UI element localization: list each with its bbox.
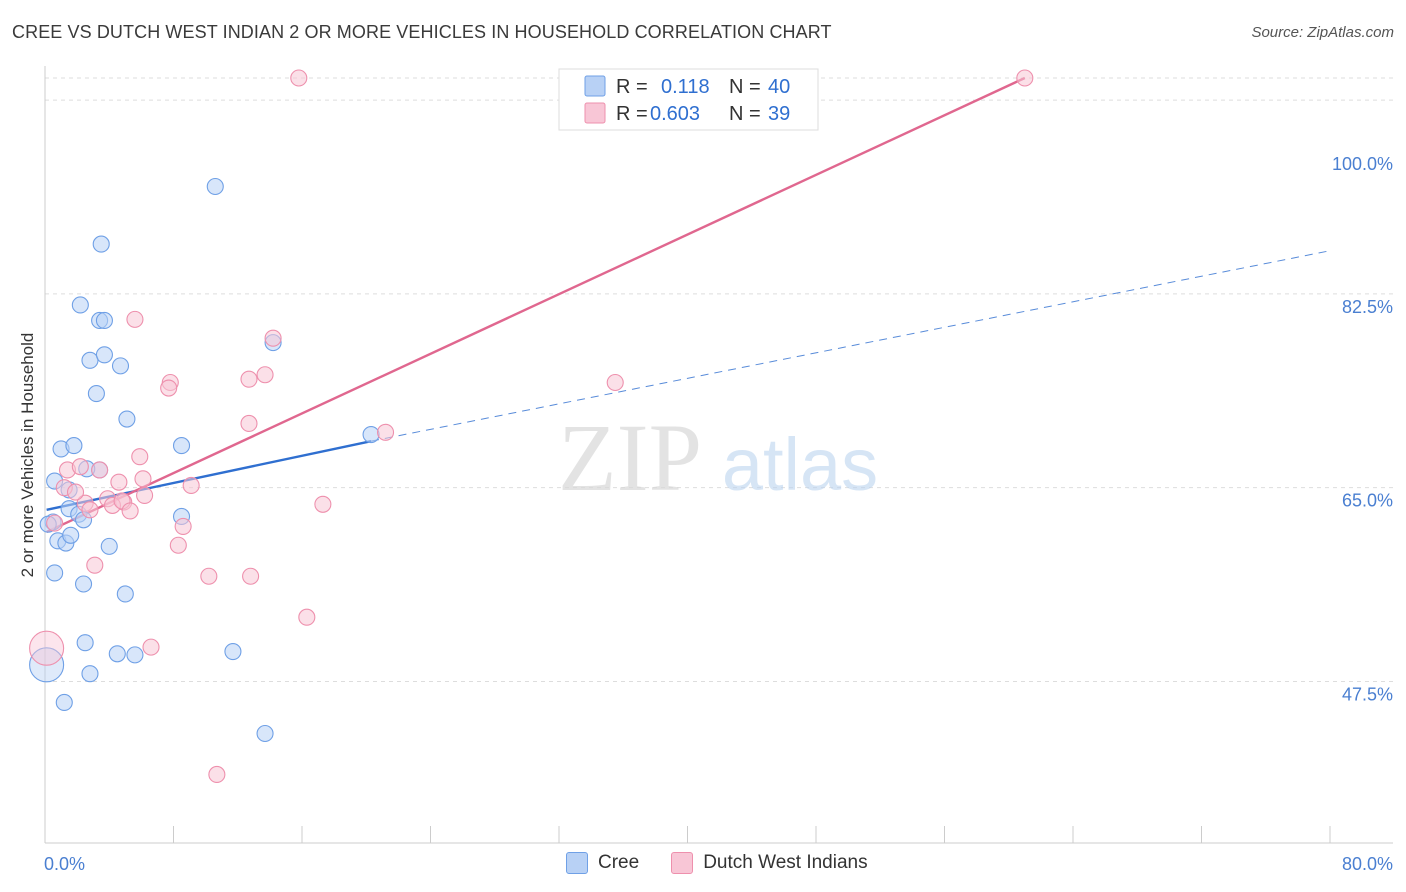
data-point-dutch	[174, 517, 192, 535]
y-tick-label: 82.5%	[1342, 297, 1393, 317]
data-point-cree	[111, 357, 130, 375]
y-axis-tick-labels: 47.5% 65.0% 82.5% 100.0%	[1332, 154, 1393, 705]
data-point-dutch	[110, 473, 128, 491]
legend-swatch-dutch	[584, 102, 606, 124]
bottom-legend-item-dutch: Dutch West Indians	[671, 852, 868, 874]
data-point-cree	[172, 437, 191, 455]
data-point-dutch	[86, 556, 104, 574]
data-point-cree	[108, 645, 126, 663]
data-point-dutch	[242, 567, 260, 585]
source-label: Source: ZipAtlas.com	[1251, 24, 1394, 41]
data-point-cree	[46, 564, 64, 582]
data-point-cree	[362, 425, 380, 444]
data-point-cree	[118, 410, 136, 428]
y-tick-label: 65.0%	[1342, 491, 1393, 511]
data-point-dutch	[298, 608, 316, 626]
bottom-legend-swatch-cree	[566, 852, 588, 874]
data-point-dutch	[256, 366, 274, 384]
data-point-dutch	[160, 379, 178, 397]
data-point-cree	[75, 575, 93, 593]
data-point-cree	[62, 526, 80, 544]
data-point-cree	[87, 385, 105, 403]
data-point-cree	[224, 643, 242, 661]
legend-n-value-dutch: 39	[768, 103, 790, 125]
x-axis-tick-labels: 0.0% 80.0%	[44, 854, 1393, 874]
data-point-dutch	[1016, 69, 1034, 87]
legend-r-value-dutch: 0.603	[650, 103, 700, 125]
data-point-dutch	[142, 638, 160, 656]
legend-n-label: N =	[729, 76, 761, 98]
data-point-cree	[126, 646, 144, 664]
data-point-dutch	[240, 414, 258, 433]
trend-line-dutch	[46, 76, 1026, 534]
data-point-dutch	[121, 502, 139, 520]
legend-n-label: N =	[729, 103, 761, 125]
bottom-legend-swatch-dutch	[671, 852, 694, 874]
legend-n-value-cree: 40	[768, 76, 790, 98]
data-point-dutch	[66, 483, 85, 501]
data-point-cree	[65, 437, 83, 455]
data-point-dutch	[314, 495, 332, 513]
data-points	[29, 69, 1034, 784]
y-tick-label: 100.0%	[1332, 154, 1393, 174]
x-tick-label-min: 0.0%	[44, 854, 85, 874]
data-point-dutch	[208, 765, 226, 784]
axes	[44, 66, 1393, 844]
chart-title: CREE VS DUTCH WEST INDIAN 2 OR MORE VEHI…	[12, 22, 832, 42]
data-point-cree	[76, 634, 94, 652]
data-point-dutch	[131, 448, 149, 466]
data-point-dutch	[29, 630, 65, 666]
data-point-cree	[95, 311, 113, 330]
data-point-dutch	[46, 514, 64, 532]
y-tick-label: 47.5%	[1342, 684, 1393, 704]
data-point-cree	[95, 346, 113, 364]
data-point-dutch	[290, 69, 308, 87]
legend-row-cree: R = 0.118 N = 40	[584, 75, 790, 98]
data-point-cree	[100, 537, 118, 555]
data-point-cree	[92, 235, 110, 253]
watermark-zip: ZIP	[558, 404, 702, 511]
legend-row-dutch: R = 0.603 N = 39	[584, 102, 790, 125]
legend-r-value-cree: 0.118	[661, 76, 710, 98]
data-point-dutch	[240, 370, 258, 388]
data-point-dutch	[169, 536, 187, 554]
legend-r-label: R =	[616, 103, 648, 125]
trend-extension-cree	[370, 250, 1331, 442]
data-point-cree	[71, 296, 89, 314]
bottom-legend: Cree Dutch West Indians	[566, 852, 900, 874]
bottom-legend-item-cree: Cree	[566, 852, 639, 874]
data-point-dutch	[126, 310, 144, 328]
legend: R = 0.118 N = 40 R = 0.603 N = 39	[558, 68, 819, 131]
bottom-legend-label-dutch: Dutch West Indians	[703, 852, 868, 873]
data-point-cree	[81, 665, 99, 683]
data-point-cree	[81, 351, 99, 369]
data-point-dutch	[200, 567, 218, 585]
data-point-dutch	[81, 501, 99, 519]
data-point-dutch	[264, 329, 282, 347]
data-point-cree	[55, 693, 73, 712]
data-point-dutch	[71, 458, 89, 476]
legend-swatch-cree	[584, 75, 606, 97]
legend-r-label: R =	[616, 76, 648, 98]
bottom-legend-label-cree: Cree	[598, 852, 640, 873]
data-point-dutch	[182, 476, 200, 495]
data-point-cree	[206, 177, 224, 196]
data-point-dutch	[134, 470, 152, 488]
data-point-dutch	[376, 423, 395, 441]
y-axis-title: 2 or more Vehicles in Household	[18, 333, 37, 578]
watermark: ZIP atlas	[558, 404, 878, 511]
data-point-dutch	[91, 461, 109, 479]
data-point-dutch	[606, 373, 624, 392]
watermark-atlas: atlas	[722, 423, 878, 506]
data-point-cree	[116, 585, 134, 603]
data-point-cree	[256, 724, 274, 743]
data-point-dutch	[136, 486, 154, 504]
x-tick-label-max: 80.0%	[1342, 854, 1393, 874]
